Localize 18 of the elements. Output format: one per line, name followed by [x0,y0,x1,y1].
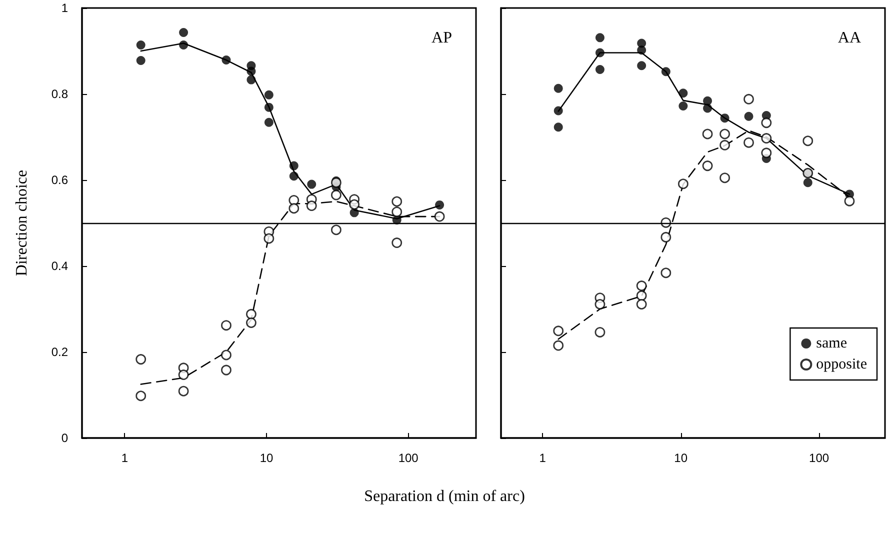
y-tick-label: 0.6 [51,173,68,187]
legend-label: opposite [816,356,868,372]
x-tick-label: 10 [260,451,274,465]
y-tick-label: 1 [61,1,68,15]
x-tick-label: 10 [674,451,688,465]
legend-label: same [816,336,848,352]
x-tick-label: 1 [539,451,546,465]
annotation: AP [432,30,452,46]
annotation: AA [838,30,862,46]
y-axis-title: Direction choice [14,170,30,276]
y-tick-label: 0 [61,431,68,445]
y-tick-label: 0.8 [51,87,68,101]
y-tick-label: 0.4 [51,259,68,273]
x-tick-label: 100 [809,451,830,465]
y-tick-label: 0.2 [51,345,68,359]
x-tick-label: 1 [121,451,128,465]
x-axis-title: Separation d (min of arc) [363,488,526,506]
x-tick-label: 100 [398,451,419,465]
